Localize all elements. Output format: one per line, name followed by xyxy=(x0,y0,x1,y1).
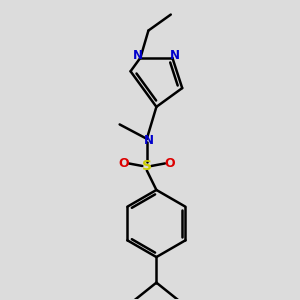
Text: O: O xyxy=(118,157,129,170)
Text: O: O xyxy=(165,157,176,170)
Text: S: S xyxy=(142,159,152,173)
Text: N: N xyxy=(133,49,143,62)
Text: N: N xyxy=(170,49,180,62)
Text: N: N xyxy=(143,134,153,147)
